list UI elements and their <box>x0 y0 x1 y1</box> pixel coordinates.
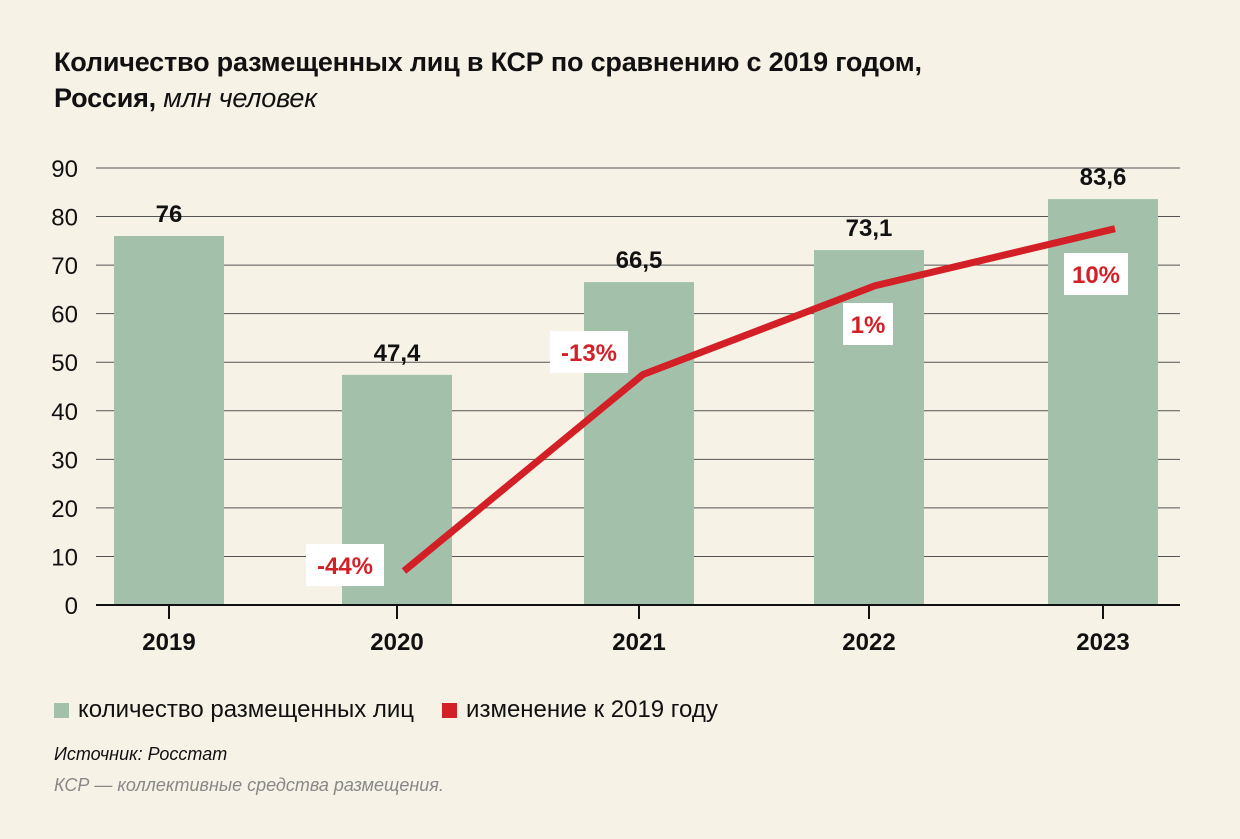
y-tick-label: 20 <box>51 496 78 523</box>
pct-label-box <box>843 303 893 345</box>
line-series <box>401 225 1116 574</box>
chart-canvas: 0 10 20 30 40 50 60 70 80 90 76 47,4 66,5 73,1 83,6 201… <box>51 156 1180 656</box>
y-tick-label: 90 <box>51 156 78 183</box>
legend: количество размещенных лиц изменение к 2… <box>54 696 746 724</box>
y-tick-label: 60 <box>51 302 78 329</box>
legend-swatch-line <box>442 702 458 718</box>
y-tick-label: 80 <box>51 205 78 232</box>
y-tick-label: 50 <box>51 350 78 377</box>
x-tick-label: 2021 <box>612 629 665 656</box>
y-tick-label: 30 <box>51 447 78 474</box>
legend-label-bars: количество размещенных лиц <box>78 696 415 723</box>
bar <box>114 235 224 605</box>
pct-label-box <box>550 331 628 373</box>
pct-label: -44% <box>317 553 373 580</box>
legend-swatch-bars <box>54 702 69 718</box>
y-tick-label: 0 <box>65 593 78 620</box>
chart-title: Количество размещенных лиц в КСР по срав… <box>54 44 954 116</box>
legend-label-line: изменение к 2019 году <box>466 696 718 723</box>
y-tick-label: 70 <box>51 253 78 280</box>
bar-value-label: 47,4 <box>374 340 421 367</box>
pct-label-box <box>1064 253 1128 295</box>
pct-label: 1% <box>851 312 886 339</box>
chart-title-main: Количество размещенных лиц в КСР по срав… <box>54 47 922 113</box>
y-tick-label: 40 <box>51 399 78 426</box>
pct-label: -13% <box>561 340 617 367</box>
bar <box>584 282 694 605</box>
bar-value-label: 73,1 <box>846 215 893 242</box>
x-tick-label: 2019 <box>142 629 195 656</box>
x-tick-label: 2022 <box>842 629 895 656</box>
pct-label-box <box>306 544 384 586</box>
y-tick-label: 10 <box>51 544 78 571</box>
chart-title-unit: млн человек <box>163 83 317 113</box>
legend-item-bars: количество размещенных лиц <box>54 696 414 724</box>
x-tick-label: 2020 <box>370 629 423 656</box>
source-note: Источник: Росстат <box>54 744 228 764</box>
bar-value-label: 83,6 <box>1080 164 1127 191</box>
bar-value-label: 76 <box>156 201 183 228</box>
bar-value-label: 66,5 <box>616 247 663 274</box>
legend-item-line: изменение к 2019 году <box>442 696 718 724</box>
x-tick-label: 2023 <box>1076 629 1129 656</box>
footnote: КСР — коллективные средства размещения. <box>54 775 444 795</box>
pct-label: 10% <box>1072 262 1120 289</box>
